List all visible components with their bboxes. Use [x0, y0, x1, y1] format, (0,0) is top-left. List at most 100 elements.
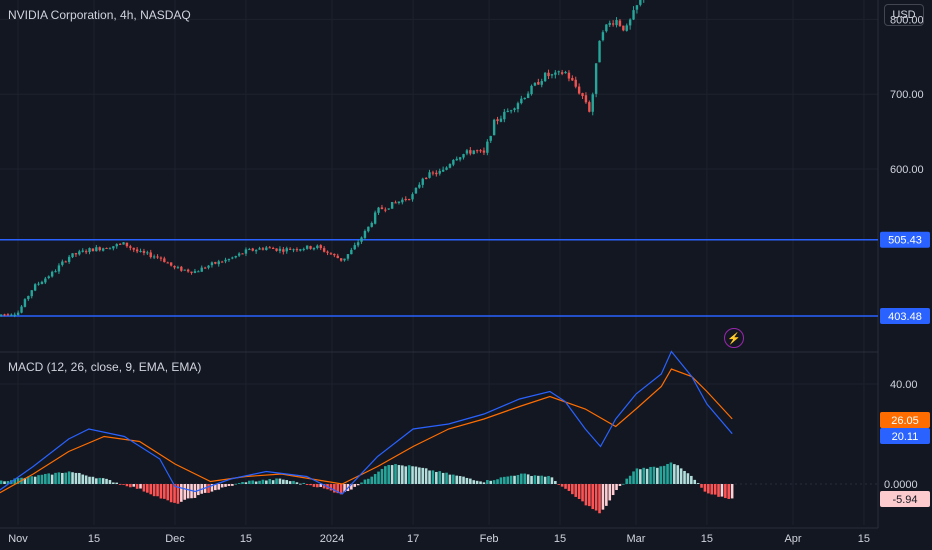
histogram-bar	[84, 475, 88, 484]
histogram-bar	[0, 480, 3, 484]
candle-up	[231, 257, 234, 259]
histogram-bar	[404, 466, 408, 484]
candle-down	[251, 248, 254, 251]
level-badge: 505.43	[888, 235, 922, 247]
candle-down	[186, 269, 190, 272]
histogram-bar	[61, 472, 64, 484]
histogram-bar	[180, 484, 183, 502]
candle-up	[557, 71, 560, 73]
candle-down	[537, 82, 540, 85]
signal-value-badge: 26.05	[891, 415, 919, 427]
histogram-bar	[632, 471, 635, 484]
histogram-bar	[329, 484, 333, 491]
candle-down	[118, 243, 122, 245]
histogram-bar	[353, 484, 357, 487]
histogram-bar	[98, 477, 102, 484]
candle-down	[6, 314, 10, 316]
histogram-bar	[251, 480, 255, 484]
histogram-bar	[316, 484, 319, 488]
candle-up	[414, 187, 418, 194]
candle-up	[30, 290, 33, 297]
macd-title: MACD (12, 26, close, 9, EMA, EMA)	[8, 360, 202, 374]
candle-down	[271, 248, 275, 250]
candle-down	[482, 150, 486, 153]
histogram-bar	[533, 475, 537, 484]
histogram-bar	[234, 483, 238, 485]
candle-up	[387, 208, 390, 210]
histogram-bar	[520, 473, 523, 484]
candle-down	[336, 255, 339, 259]
histogram-bar	[67, 471, 71, 484]
candle-down	[220, 261, 224, 263]
histogram-bar	[57, 472, 61, 484]
histogram-bar	[197, 484, 200, 496]
histogram-bar	[88, 476, 91, 484]
candle-up	[492, 119, 496, 136]
candle-up	[418, 184, 421, 188]
histogram-bar	[560, 484, 564, 487]
candle-up	[516, 103, 520, 110]
histogram-bar	[421, 467, 425, 484]
candle-up	[397, 201, 401, 204]
candle-down	[309, 246, 312, 249]
candle-up	[47, 276, 50, 279]
candle-up	[217, 261, 220, 265]
candle-up	[554, 72, 557, 75]
histogram-bar	[81, 474, 85, 484]
histogram-bar	[639, 469, 642, 484]
histogram-bar	[492, 480, 496, 484]
candle-down	[407, 199, 411, 201]
histogram-bar	[254, 481, 258, 484]
candle-down	[469, 150, 472, 154]
candle-down	[611, 23, 615, 25]
histogram-bar	[615, 484, 618, 491]
histogram-bar	[557, 484, 561, 485]
histogram-bar	[377, 471, 380, 484]
histogram-bar	[33, 476, 37, 484]
histogram-bar	[336, 484, 340, 494]
candle-down	[431, 172, 435, 174]
candle-up	[601, 32, 605, 41]
candle-up	[312, 247, 316, 250]
candle-up	[540, 81, 543, 85]
candle-down	[268, 247, 271, 249]
histogram-bar	[237, 483, 241, 484]
currency-button[interactable]: USD	[884, 4, 924, 26]
candle-up	[356, 242, 360, 246]
candle-down	[3, 314, 6, 316]
candle-up	[608, 22, 611, 25]
histogram-bar	[458, 476, 462, 484]
histogram-bar	[217, 484, 221, 490]
histogram-bar	[683, 470, 686, 484]
candle-down	[622, 25, 625, 31]
histogram-bar	[3, 481, 6, 484]
candle-down	[282, 249, 285, 252]
candle-up	[346, 254, 350, 259]
candle-up	[458, 157, 462, 160]
candle-up	[526, 93, 530, 99]
candle-up	[390, 201, 394, 209]
histogram-bar	[135, 484, 139, 489]
histogram-bar	[455, 475, 459, 484]
histogram-value-badge-bg	[880, 491, 930, 507]
time-tick-label: 15	[554, 533, 566, 545]
histogram-bar	[479, 481, 482, 484]
lightning-icon[interactable]: ⚡	[724, 328, 744, 348]
histogram-bar	[282, 479, 285, 484]
candle-up	[224, 259, 227, 262]
candle-up	[33, 284, 37, 291]
histogram-bar	[54, 472, 57, 484]
histogram-bar	[496, 479, 499, 484]
candle-up	[503, 111, 506, 120]
candle-up	[108, 248, 112, 250]
histogram-bar	[122, 484, 125, 485]
candle-down	[326, 251, 329, 253]
histogram-bar	[693, 479, 697, 484]
histogram-bar	[601, 484, 605, 510]
candle-down	[190, 271, 193, 273]
candle-up	[455, 158, 458, 161]
histogram-bar	[588, 484, 591, 507]
time-tick-label: Apr	[784, 533, 801, 545]
histogram-bar	[156, 484, 159, 497]
